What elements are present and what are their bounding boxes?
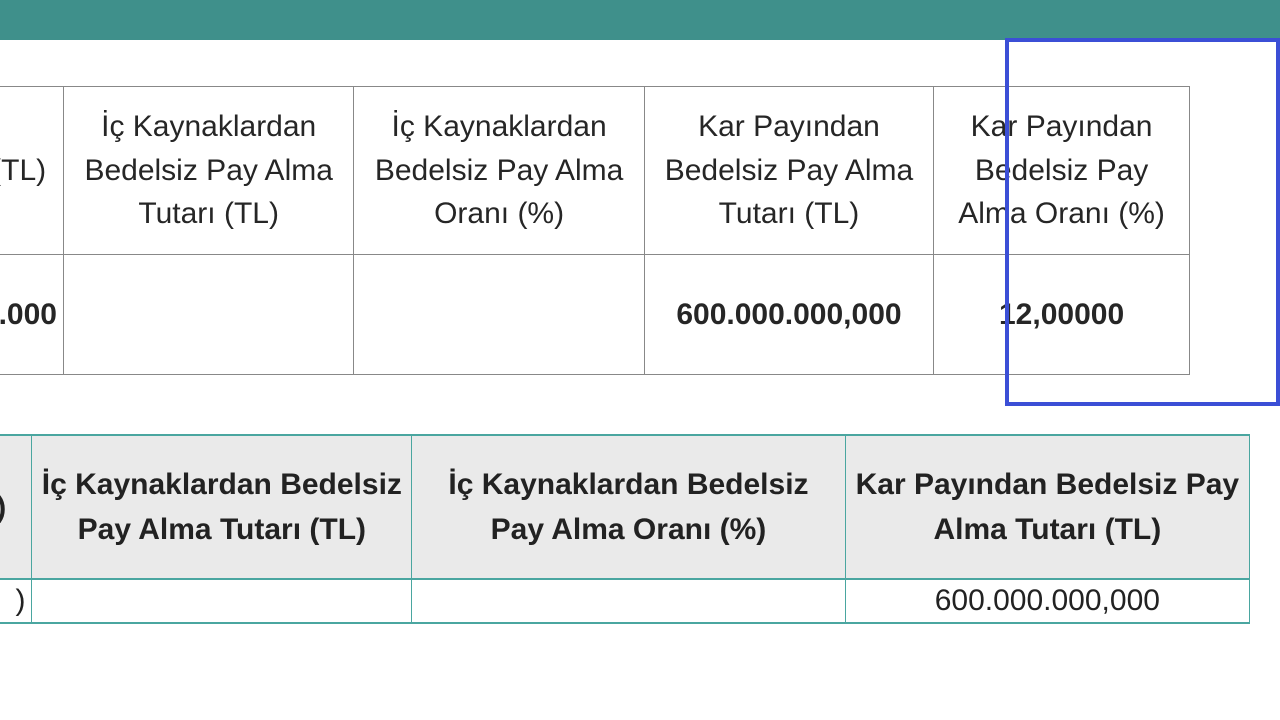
- table-2-header-row: ) İç Kaynaklardan Bedelsiz Pay Alma Tuta…: [0, 435, 1250, 579]
- t2-d1: [32, 579, 412, 623]
- t1-d3: 600.000.000,000: [644, 255, 933, 375]
- table-1: …ut (TL) İç Kaynaklardan Bedelsiz Pay Al…: [0, 86, 1190, 375]
- t1-h2: İç Kaynaklardan Bedelsiz Pay Alma Oranı …: [354, 87, 644, 255]
- t1-d4: 12,00000: [934, 255, 1190, 375]
- table-1-data-row: .000 600.000.000,000 12,00000: [0, 255, 1190, 375]
- top-bar: [0, 0, 1280, 40]
- t2-h1: İç Kaynaklardan Bedelsiz Pay Alma Tutarı…: [32, 435, 412, 579]
- t2-d3: 600.000.000,000: [845, 579, 1249, 623]
- t1-h3: Kar Payından Bedelsiz Pay Alma Tutarı (T…: [644, 87, 933, 255]
- t2-d2: [412, 579, 845, 623]
- t1-d0: .000: [0, 255, 63, 375]
- t2-h0: ): [0, 435, 32, 579]
- t1-h4: Kar Payından Bedelsiz Pay Alma Oranı (%): [934, 87, 1190, 255]
- table-2-data-row: ) 600.000.000,000: [0, 579, 1250, 623]
- t2-d0: ): [0, 579, 32, 623]
- t2-h2: İç Kaynaklardan Bedelsiz Pay Alma Oranı …: [412, 435, 845, 579]
- t1-d1: [63, 255, 353, 375]
- t2-h3: Kar Payından Bedelsiz Pay Alma Tutarı (T…: [845, 435, 1249, 579]
- table-1-header-row: …ut (TL) İç Kaynaklardan Bedelsiz Pay Al…: [0, 87, 1190, 255]
- t1-h0: …ut (TL): [0, 87, 63, 255]
- t1-h1: İç Kaynaklardan Bedelsiz Pay Alma Tutarı…: [63, 87, 353, 255]
- table-2: ) İç Kaynaklardan Bedelsiz Pay Alma Tuta…: [0, 434, 1250, 624]
- t1-d2: [354, 255, 644, 375]
